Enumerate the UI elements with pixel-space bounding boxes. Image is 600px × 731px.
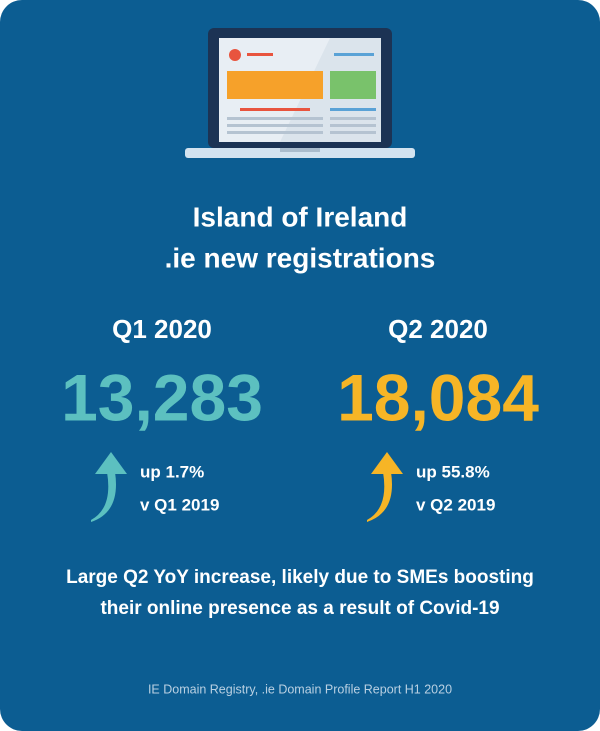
arrow-shaft <box>367 472 392 522</box>
note: their online presence as a result of Cov… <box>100 598 499 619</box>
laptop-illustration <box>185 28 415 158</box>
arrow-head <box>371 452 403 474</box>
stats: Q1 2020 13,283 up 1.7% v Q1 2019 Q2 2020 18,0… <box>61 314 539 522</box>
quarter: Q1 2020 <box>112 314 212 344</box>
comparison: v Q1 2019 <box>140 495 219 514</box>
comparison: v Q2 2019 <box>416 495 495 514</box>
source: IE Domain Registry, .ie Domain Profile R… <box>148 682 452 696</box>
change: up 55.8% <box>416 462 490 481</box>
arrow-head <box>95 452 127 474</box>
change: up 1.7% <box>140 462 204 481</box>
note: Large Q2 YoY increase, likely due to SME… <box>66 567 534 588</box>
quarter: Q2 2020 <box>388 314 488 344</box>
title: Island of Ireland <box>193 201 408 232</box>
title: .ie new registrations <box>165 242 436 273</box>
arrow-shaft <box>91 472 116 522</box>
value: 18,084 <box>337 360 539 434</box>
value: 13,283 <box>61 360 263 434</box>
